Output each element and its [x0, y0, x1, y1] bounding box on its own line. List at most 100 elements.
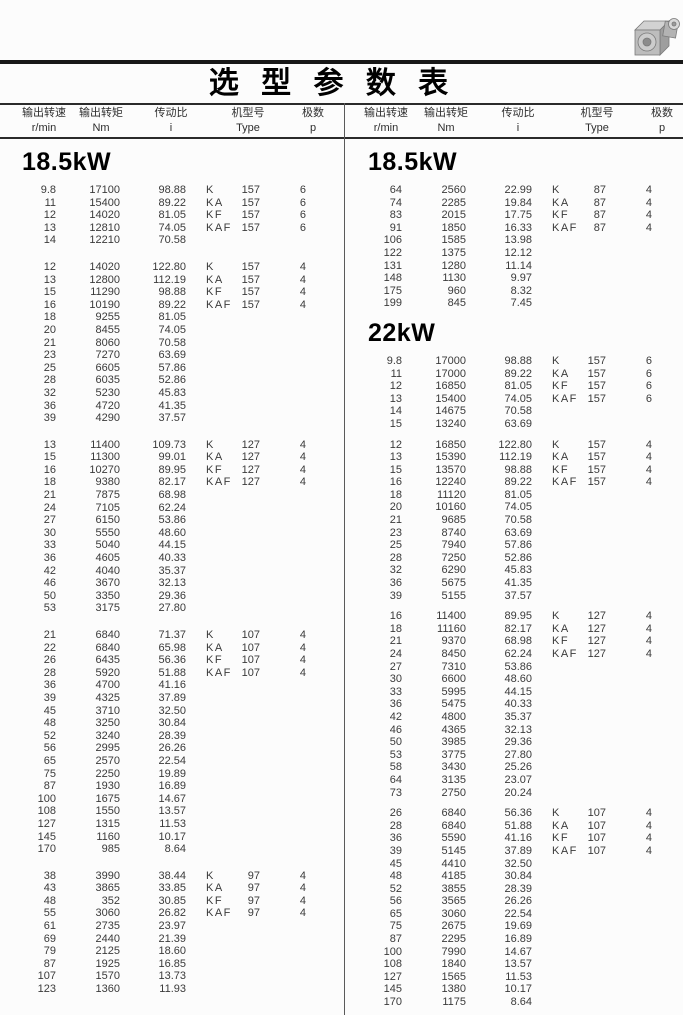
cell-torque: 6035 [95, 374, 120, 387]
cell-poles: 6 [645, 354, 652, 367]
cell-ratio: 20.24 [504, 786, 532, 799]
table-row: 27 7310 53.86 [346, 661, 683, 674]
cell-torque: 7875 [95, 489, 120, 502]
cell-ratio: 41.16 [504, 832, 532, 845]
table-row: 100 7990 14.67 [346, 946, 683, 959]
table-row: 46 4365 32.13 [346, 724, 683, 737]
cell-torque: 3175 [95, 602, 120, 615]
cell-ratio: 9.97 [510, 272, 532, 285]
cell-ratio: 29.36 [158, 589, 186, 602]
cell-poles [260, 502, 306, 515]
cell-ratio: 48.60 [158, 526, 186, 539]
gearmotor-photo [627, 10, 681, 66]
cell-ratio: 40.33 [158, 552, 186, 565]
cell-poles [606, 285, 652, 298]
cell-speed: 15 [43, 286, 56, 299]
cell-ratio: 70.58 [158, 234, 186, 247]
table-row: 25 6605 57.86 [0, 362, 344, 375]
col-header-poles-right: 极数 p [630, 106, 683, 136]
table-row: 52 3855 28.39 [346, 883, 683, 896]
cell-type-series [206, 818, 240, 831]
cell-ratio: 32.50 [504, 857, 532, 870]
table-row: 36 5590 41.16 KF 107 4 [346, 832, 683, 845]
cell-torque: 2125 [95, 945, 120, 958]
cell-ratio: 13.57 [504, 958, 532, 971]
table-row: 11 17000 89.22 KA 157 6 [346, 368, 683, 381]
cell-type-size [240, 602, 260, 615]
cell-type-size [240, 590, 260, 603]
cell-type-size [586, 774, 606, 787]
table-row: 22 6840 65.98 KA 107 4 [0, 642, 344, 655]
cell-type-size [586, 858, 606, 871]
cell-torque: 8455 [95, 323, 120, 336]
cell-type-series [552, 564, 586, 577]
cell-poles: 4 [645, 610, 652, 623]
cell-poles [260, 805, 306, 818]
cell-poles [606, 787, 652, 800]
cell-ratio: 37.89 [504, 844, 532, 857]
cell-ratio: 109.73 [152, 438, 186, 451]
column-divider [344, 103, 345, 1015]
cell-ratio: 63.69 [504, 417, 532, 430]
cell-poles [606, 946, 652, 959]
cell-ratio: 12.12 [504, 246, 532, 259]
cell-type-size: 157 [241, 260, 260, 273]
cell-type-size [240, 933, 260, 946]
cell-speed: 14 [389, 405, 402, 418]
cell-type-size: 87 [593, 221, 606, 234]
cell-ratio: 8.32 [510, 284, 532, 297]
cell-ratio: 37.57 [158, 412, 186, 425]
cell-ratio: 89.22 [158, 196, 186, 209]
cell-poles [260, 400, 306, 413]
table-row: 127 1315 11.53 [0, 818, 344, 831]
cell-speed: 13 [43, 438, 56, 451]
table-row: 65 2570 22.54 [0, 755, 344, 768]
cell-speed: 13 [43, 273, 56, 286]
table-row: 33 5040 44.15 [0, 539, 344, 552]
cell-ratio: 17.75 [504, 209, 532, 222]
cell-type-series [552, 234, 586, 247]
cell-poles: 4 [299, 641, 306, 654]
cell-type-series [552, 272, 586, 285]
cell-poles [260, 793, 306, 806]
cell-type-series [206, 514, 240, 527]
cell-ratio: 23.07 [504, 773, 532, 786]
cell-torque: 1850 [441, 221, 466, 234]
cell-poles [260, 527, 306, 540]
table-row: 127 1565 11.53 [346, 971, 683, 984]
cell-ratio: 7.45 [510, 297, 532, 310]
cell-speed: 64 [389, 184, 402, 196]
cell-ratio: 27.80 [504, 748, 532, 761]
cell-type-size [240, 324, 260, 337]
table-row: 28 7250 52.86 [346, 552, 683, 565]
cell-ratio: 70.58 [158, 336, 186, 349]
cell-poles: 4 [299, 298, 306, 311]
cell-poles [606, 297, 652, 310]
cell-torque: 6150 [95, 514, 120, 527]
cell-ratio: 30.85 [158, 894, 186, 907]
cell-type-series [206, 374, 240, 387]
col-header-unit: Type [585, 122, 609, 134]
col-header-cn: 传动比 [154, 107, 188, 119]
cell-torque: 960 [447, 284, 466, 297]
table-row: 64 3135 23.07 [346, 774, 683, 787]
cell-ratio: 63.69 [158, 349, 186, 362]
cell-torque: 9380 [95, 476, 120, 489]
cell-type-series [552, 946, 586, 959]
cell-torque: 17000 [435, 354, 466, 367]
cell-type-size [586, 405, 606, 418]
table-row: 106 1585 13.98 [346, 234, 683, 247]
cell-torque: 1315 [95, 817, 120, 830]
cell-type-size: 157 [587, 463, 606, 476]
cell-ratio: 122.80 [498, 438, 532, 451]
cell-torque: 5040 [95, 539, 120, 552]
cell-ratio: 11.14 [505, 259, 532, 272]
cell-type-size: 157 [587, 438, 606, 451]
cell-type-series: K [206, 260, 215, 273]
cell-type-series [552, 761, 586, 774]
cell-type-series [552, 514, 586, 527]
table-row: 24 7105 62.24 [0, 502, 344, 515]
table-row: 107 1570 13.73 [0, 970, 344, 983]
table-row: 64 2560 22.99 K 87 4 [346, 184, 683, 197]
table-row: 36 5675 41.35 [346, 577, 683, 590]
